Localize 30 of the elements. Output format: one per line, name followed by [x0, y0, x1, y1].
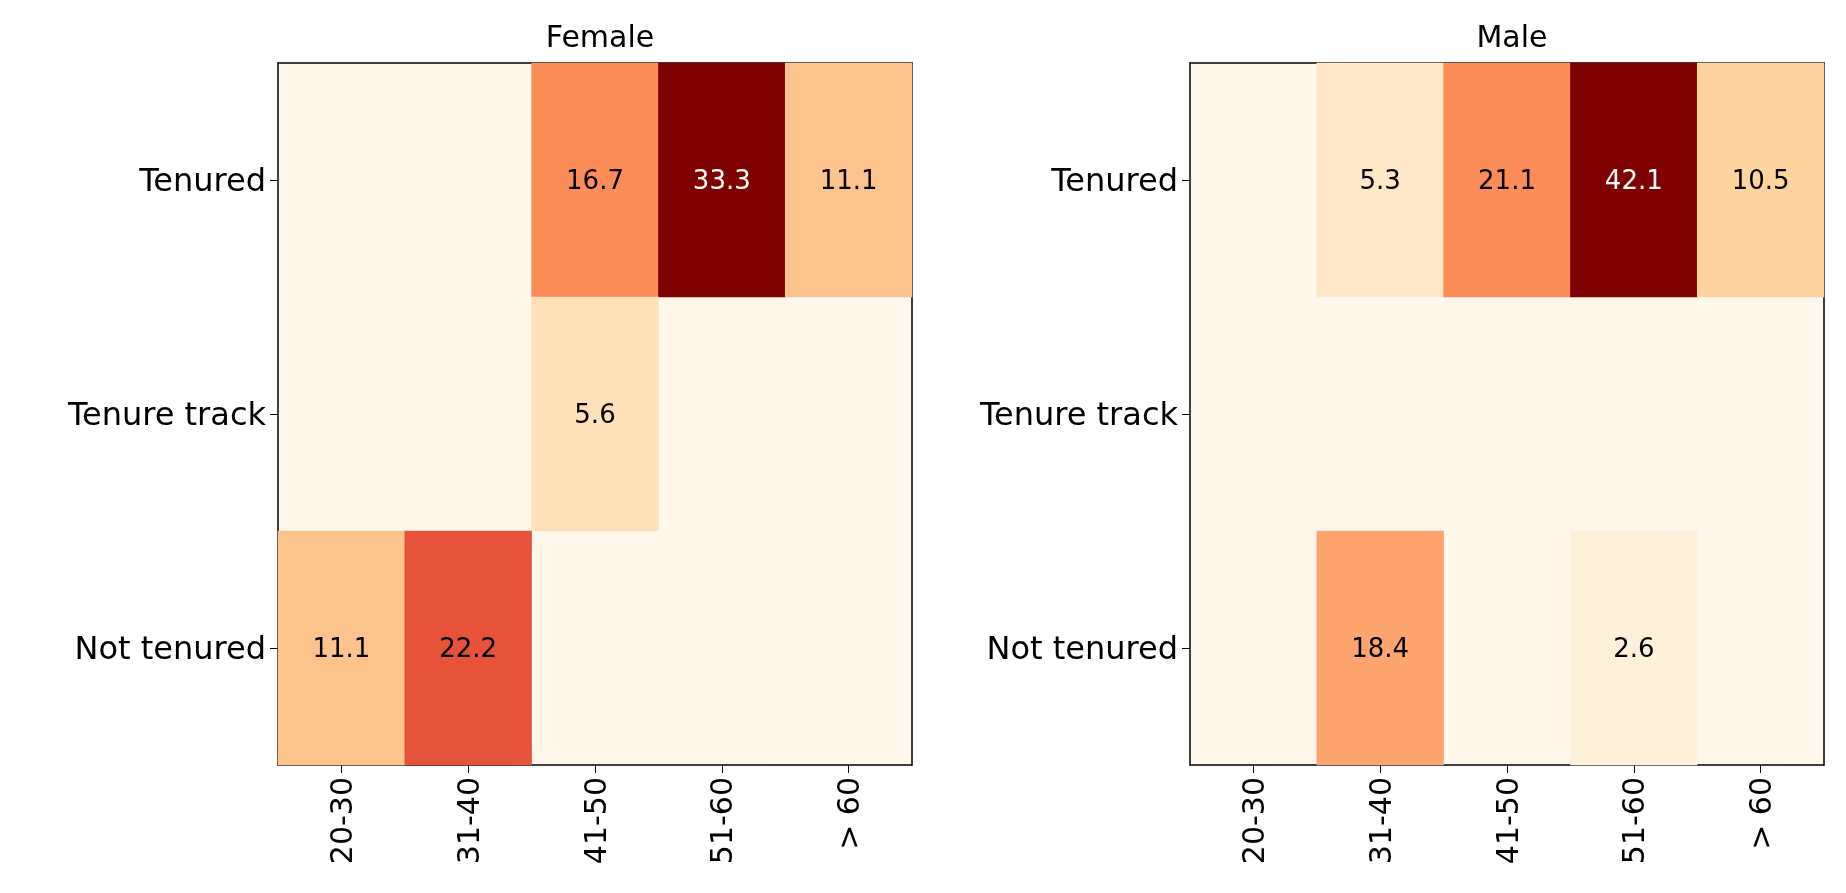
- chart-title: Male: [1476, 18, 1548, 54]
- y-tick-label: Tenured: [1050, 161, 1178, 199]
- y-tick-label: Not tenured: [74, 629, 266, 667]
- data-label: 5.6: [574, 399, 616, 429]
- y-tick-label: Tenure track: [66, 395, 267, 433]
- x-tick-label: 51-60: [1616, 777, 1652, 865]
- data-label: 10.5: [1731, 165, 1790, 195]
- chart-title: Female: [545, 18, 655, 54]
- x-tick-label: 20-30: [323, 777, 359, 865]
- y-tick-label: Not tenured: [986, 629, 1178, 667]
- x-tick-label: 41-50: [1489, 777, 1525, 865]
- x-tick-label: 31-40: [1362, 777, 1398, 865]
- data-label: 2.6: [1613, 633, 1655, 663]
- data-label: 22.2: [439, 633, 498, 663]
- y-tick-label: Tenured: [138, 161, 266, 199]
- data-label: 18.4: [1351, 633, 1410, 663]
- x-tick-label: 31-40: [450, 777, 486, 865]
- data-label: 11.1: [312, 633, 371, 663]
- x-tick-label: 51-60: [704, 777, 740, 865]
- x-tick-label: 20-30: [1235, 777, 1271, 865]
- data-label: 16.7: [566, 165, 624, 195]
- data-label: 42.1: [1604, 165, 1663, 195]
- y-tick-label: Tenure track: [978, 395, 1179, 433]
- x-tick-label: > 60: [831, 777, 867, 850]
- x-tick-label: 41-50: [577, 777, 613, 865]
- data-label: 11.1: [819, 165, 878, 195]
- x-tick-label: > 60: [1743, 777, 1779, 850]
- data-label: 5.3: [1359, 165, 1401, 195]
- data-label: 21.1: [1478, 165, 1536, 195]
- data-label: 33.3: [692, 165, 751, 195]
